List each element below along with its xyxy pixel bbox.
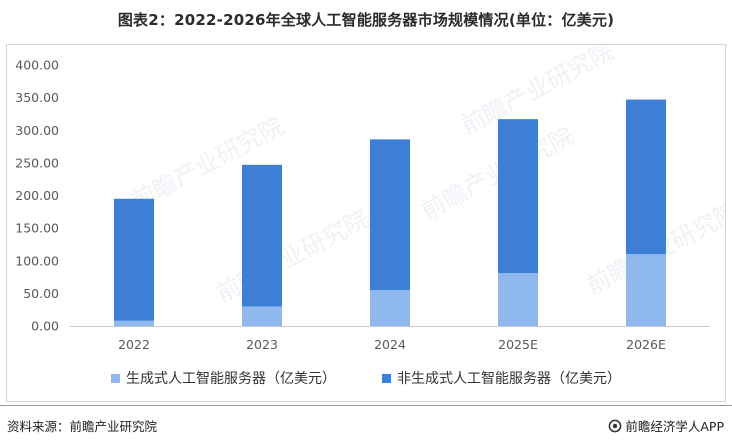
bar-generative-2026E	[626, 254, 666, 326]
bar-generative-2022	[114, 320, 154, 326]
y-tick-label-8: 400.00	[15, 58, 59, 73]
bar-generative-2024	[370, 290, 410, 326]
y-tick-label-0: 0.00	[31, 319, 59, 334]
x-tick-label-4: 2026E	[626, 337, 666, 352]
bar-generative-2023	[242, 306, 282, 326]
source-text: 资料来源：前瞻产业研究院	[7, 419, 158, 434]
x-axis: 2022 2023 2024 2025E 2026E	[118, 337, 666, 352]
y-tick-label-4: 200.00	[15, 188, 59, 203]
x-tick-label-2: 2024	[374, 337, 406, 352]
y-tick-label-7: 350.00	[15, 90, 59, 105]
legend: 生成式人工智能服务器（亿美元） 非生成式人工智能服务器（亿美元）	[0, 368, 732, 388]
y-axis: 0.00 50.00 100.00 150.00 200.00 250.00 300.00 3…	[15, 58, 59, 334]
bar-non-generative-2023	[242, 164, 282, 307]
footer: 资料来源：前瞻产业研究院 前瞻经济学人APP	[0, 405, 732, 445]
x-tick-label-3: 2025E	[498, 337, 538, 352]
bar-non-generative-2024	[370, 139, 410, 291]
bar-non-generative-2026E	[626, 99, 666, 255]
bar-non-generative-2025E	[498, 119, 538, 274]
footer-brand-text: 前瞻经济学人APP	[625, 419, 724, 434]
chart-title: 图表2：2022-2026年全球人工智能服务器市场规模情况(单位：亿美元)	[117, 11, 615, 29]
y-tick-label-5: 250.00	[15, 155, 59, 170]
stacked-bar-chart: 前瞻产业研究院前瞻产业研究院前瞻产业研究院前瞻产业研究院前瞻产业研究院 0.00…	[15, 45, 725, 352]
watermark-text-2: 前瞻产业研究院	[417, 122, 578, 226]
chart-area: 前瞻产业研究院前瞻产业研究院前瞻产业研究院前瞻产业研究院前瞻产业研究院 0.00…	[6, 44, 726, 402]
legend-label-generative: 生成式人工智能服务器（亿美元）	[126, 371, 336, 387]
legend-item-generative: 生成式人工智能服务器（亿美元）	[111, 368, 336, 388]
brand-logo-icon	[609, 419, 622, 432]
bars-group	[114, 99, 666, 326]
legend-label-non-generative: 非生成式人工智能服务器（亿美元）	[397, 371, 621, 387]
watermark-text-3: 前瞻产业研究院	[212, 205, 373, 309]
legend-swatch-non-generative	[382, 373, 391, 383]
x-tick-label-1: 2023	[246, 337, 278, 352]
y-tick-label-3: 150.00	[15, 221, 59, 236]
bar-non-generative-2022	[114, 198, 154, 321]
y-tick-label-1: 50.00	[23, 286, 59, 301]
footer-brand: 前瞻经济学人APP	[608, 416, 724, 435]
x-tick-label-0: 2022	[118, 337, 150, 352]
legend-swatch-generative	[111, 373, 120, 383]
y-tick-label-6: 300.00	[15, 123, 59, 138]
y-tick-label-2: 100.00	[15, 253, 59, 268]
legend-item-non-generative: 非生成式人工智能服务器（亿美元）	[382, 368, 621, 388]
bar-generative-2025E	[498, 273, 538, 326]
